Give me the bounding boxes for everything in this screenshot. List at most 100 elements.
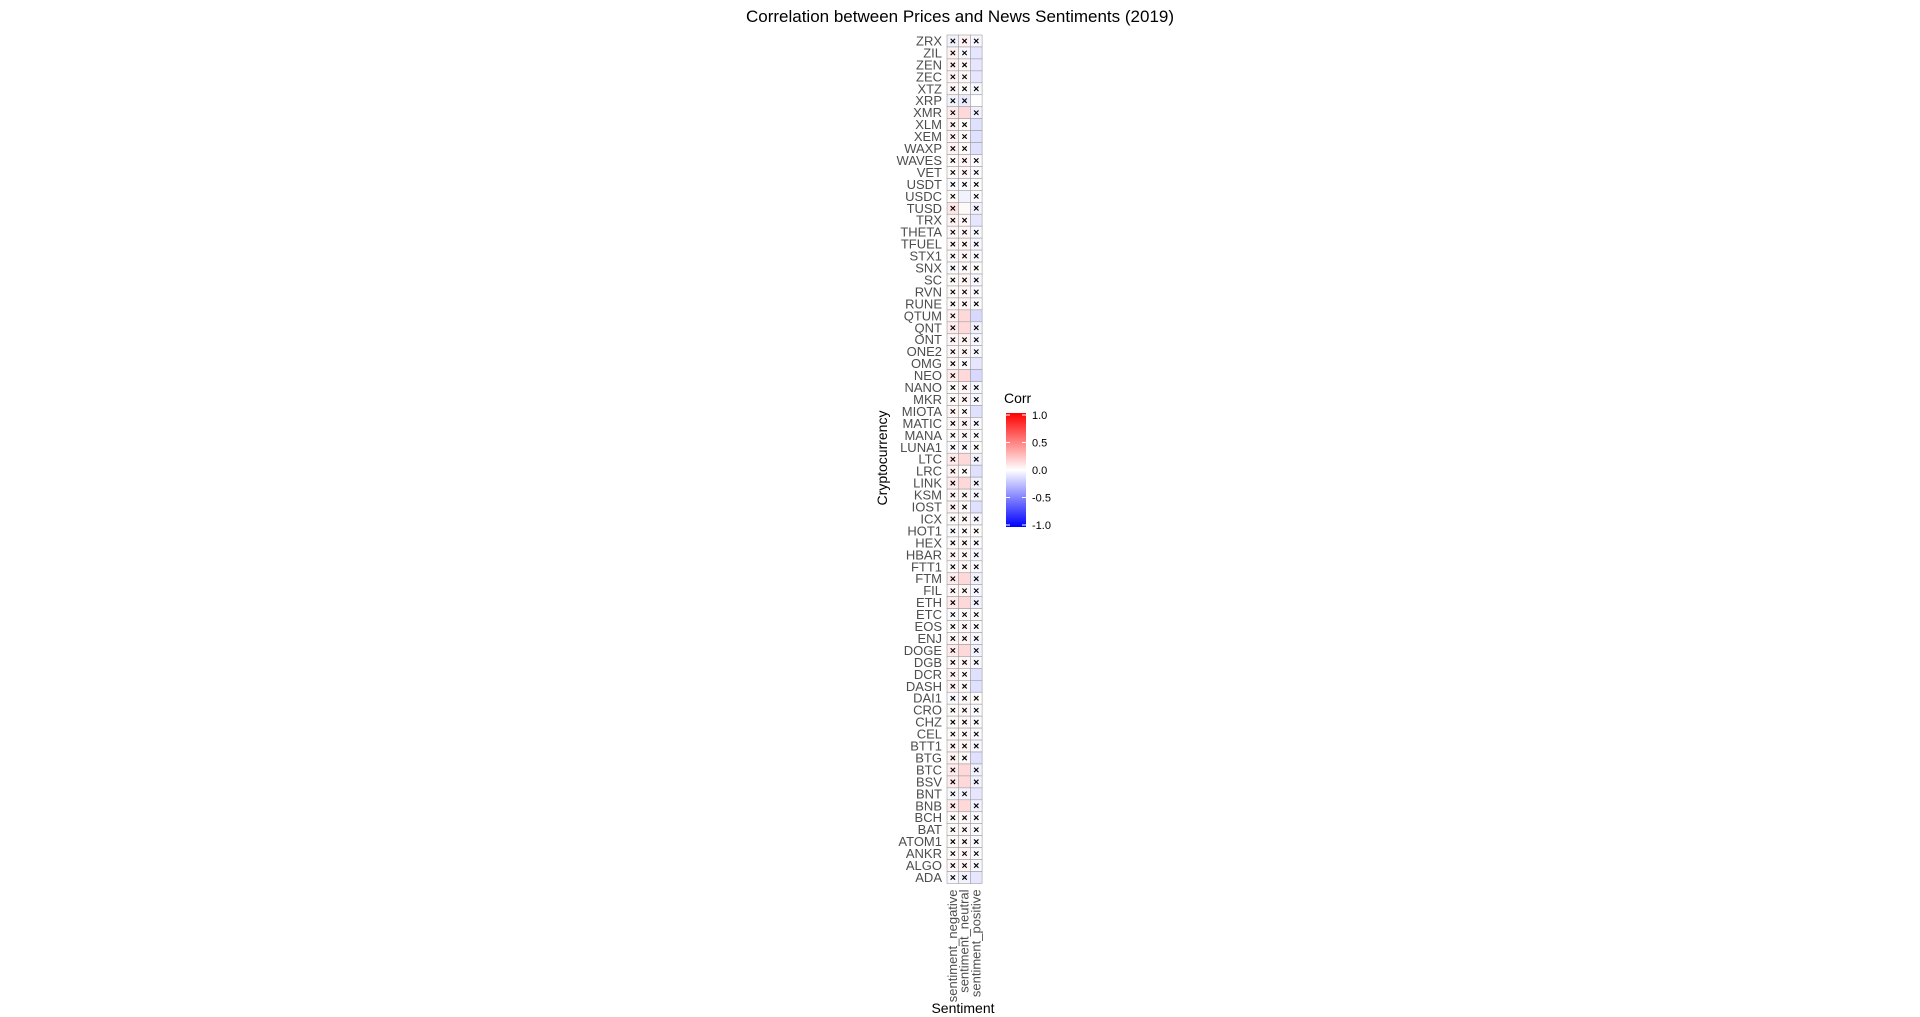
insignificant-mark — [950, 253, 956, 259]
insignificant-mark — [950, 743, 956, 749]
insignificant-mark — [961, 862, 968, 869]
insignificant-mark — [961, 169, 968, 176]
y-tick-label: IOST — [912, 500, 942, 515]
insignificant-mark — [950, 313, 956, 319]
insignificant-mark — [973, 528, 979, 534]
legend-tick-label: -0.5 — [1032, 493, 1051, 505]
y-tick-label: WAXP — [904, 141, 942, 156]
heatmap-cell — [970, 309, 983, 323]
y-tick-label: LTC — [918, 452, 942, 467]
y-tick-label: BNT — [916, 786, 942, 801]
insignificant-mark — [973, 827, 979, 833]
heatmap-cell — [958, 452, 971, 466]
insignificant-mark — [950, 133, 956, 140]
heatmap-cell — [970, 142, 983, 155]
insignificant-mark — [961, 743, 968, 749]
insignificant-mark — [950, 157, 956, 164]
x-tick-label: sentiment_positive — [968, 889, 983, 997]
insignificant-mark — [973, 193, 979, 199]
heatmap-cell — [970, 213, 983, 227]
insignificant-mark — [950, 600, 956, 606]
insignificant-mark — [973, 623, 979, 630]
insignificant-mark — [961, 289, 968, 295]
y-tick-label: ETC — [916, 607, 942, 622]
insignificant-mark — [950, 564, 956, 570]
insignificant-mark — [950, 265, 956, 271]
insignificant-mark — [961, 229, 968, 235]
heatmap-cell — [970, 94, 983, 107]
insignificant-mark — [973, 241, 979, 247]
insignificant-mark — [961, 50, 968, 56]
insignificant-mark — [950, 576, 956, 582]
y-tick-label: XRP — [915, 93, 942, 108]
insignificant-mark — [950, 827, 956, 833]
heatmap-cell — [970, 70, 983, 84]
y-tick-label: NANO — [904, 380, 942, 395]
y-tick-label: ZRX — [916, 33, 942, 48]
y-tick-label: SC — [924, 272, 942, 287]
insignificant-mark — [950, 635, 956, 642]
insignificant-mark — [961, 241, 968, 247]
insignificant-mark — [950, 349, 956, 355]
insignificant-mark — [950, 38, 956, 44]
insignificant-mark — [961, 337, 968, 343]
insignificant-mark — [973, 850, 979, 857]
insignificant-mark — [973, 396, 979, 403]
heatmap-cell — [970, 118, 983, 131]
heatmap-cell — [958, 763, 971, 777]
insignificant-mark — [950, 361, 956, 367]
insignificant-mark — [950, 611, 956, 618]
insignificant-mark — [973, 384, 979, 391]
insignificant-mark — [973, 337, 979, 343]
x-axis-title: Sentiment — [931, 1000, 994, 1016]
insignificant-mark — [950, 289, 956, 295]
heatmap-cell — [958, 775, 971, 789]
insignificant-mark — [950, 420, 956, 426]
insignificant-mark — [961, 850, 968, 857]
insignificant-mark — [950, 408, 956, 415]
insignificant-mark — [961, 62, 968, 68]
insignificant-mark — [950, 337, 956, 343]
y-tick-label: LRC — [916, 464, 942, 479]
heatmap-cell — [970, 405, 983, 418]
heatmap-cell — [970, 871, 983, 884]
insignificant-mark — [950, 803, 956, 809]
insignificant-mark — [961, 731, 968, 737]
insignificant-mark — [973, 444, 979, 450]
insignificant-mark — [961, 516, 968, 522]
y-tick-label: HOT1 — [907, 523, 942, 538]
insignificant-mark — [950, 50, 956, 56]
insignificant-mark — [973, 169, 979, 176]
insignificant-mark — [961, 361, 968, 367]
insignificant-mark — [950, 791, 956, 797]
insignificant-mark — [973, 588, 979, 594]
insignificant-mark — [973, 731, 979, 737]
insignificant-mark — [973, 600, 979, 606]
y-tick-label: BNB — [915, 798, 942, 813]
insignificant-mark — [961, 815, 968, 821]
y-tick-label: LUNA1 — [900, 440, 942, 455]
y-tick-label: TUSD — [907, 201, 942, 216]
insignificant-mark — [950, 217, 956, 223]
insignificant-mark — [973, 576, 979, 582]
insignificant-mark — [973, 157, 979, 164]
insignificant-mark — [961, 695, 968, 701]
insignificant-mark — [950, 552, 956, 558]
insignificant-mark — [961, 827, 968, 833]
insignificant-mark — [961, 145, 968, 152]
y-tick-label: DCR — [914, 667, 942, 682]
insignificant-mark — [961, 74, 968, 80]
insignificant-mark — [950, 528, 956, 534]
insignificant-mark — [961, 468, 968, 474]
insignificant-mark — [961, 528, 968, 534]
insignificant-mark — [961, 133, 968, 140]
insignificant-mark — [973, 516, 979, 522]
y-tick-label: ONE2 — [907, 344, 942, 359]
insignificant-mark — [961, 384, 968, 391]
y-tick-label: WAVES — [896, 153, 942, 168]
insignificant-mark — [973, 719, 979, 725]
y-tick-label: MATIC — [903, 416, 942, 431]
y-tick-labels: ZRXZILZENZECXTZXRPXMRXLMXEMWAXPWAVESVETU… — [896, 33, 942, 884]
y-tick-label: ETH — [916, 595, 942, 610]
y-tick-label: RVN — [915, 284, 942, 299]
